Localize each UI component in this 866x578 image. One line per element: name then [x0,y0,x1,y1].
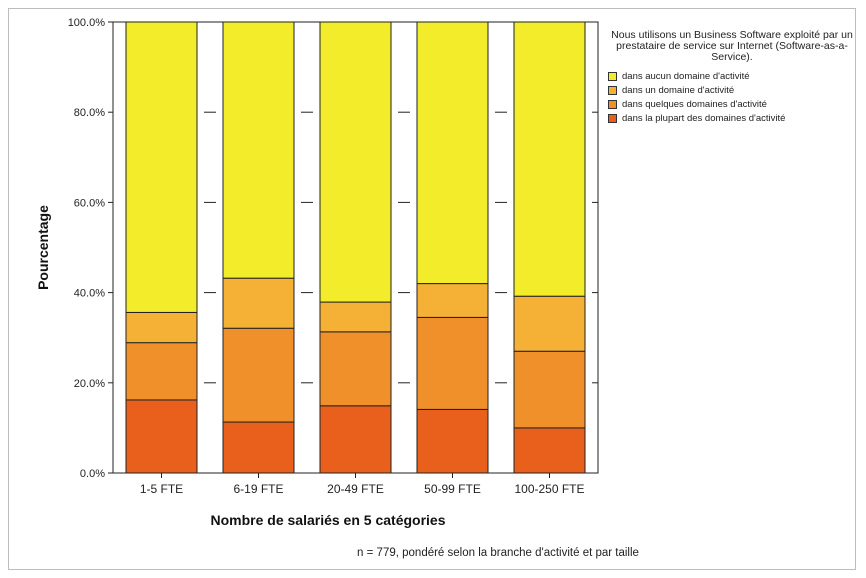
bar-segment [222,327,295,423]
y-tick-label: 80.0% [74,107,105,119]
bar-segment [513,295,586,352]
y-tick-label: 0.0% [80,468,105,480]
legend-label: dans la plupart des domaines d'activité [622,112,786,124]
bar-segment [513,21,586,297]
bar-segment [222,21,295,279]
x-tick-label: 20-49 FTE [327,482,384,496]
y-tick-label: 100.0% [68,17,106,29]
legend-swatch [608,113,617,123]
bar-segment [125,399,198,474]
legend-item: dans aucun domaine d'activité [608,69,856,83]
legend-swatch [608,85,617,95]
x-tick-label: 6-19 FTE [233,482,283,496]
y-axis-title: Pourcentage [35,205,51,290]
bar-segment [416,283,489,318]
bar-segment [222,421,295,474]
y-tick-label: 20.0% [74,378,105,390]
legend-item: dans un domaine d'activité [608,83,856,97]
x-axis-title: Nombre de salariés en 5 catégories [211,512,446,528]
bar-segment [513,350,586,429]
x-tick-label: 100-250 FTE [514,482,584,496]
legend: Nous utilisons un Business Software expl… [608,30,856,125]
footnote: n = 779, pondéré selon la branche d'acti… [357,547,639,559]
bar-segment [319,331,392,407]
legend-items: dans aucun domaine d'activité dans un dom… [608,69,856,125]
x-tick-label: 50-99 FTE [424,482,481,496]
legend-title: Nous utilisons un Business Software expl… [611,29,853,63]
bar-segment [319,301,392,333]
bar-segment [125,342,198,401]
bar-segment [513,427,586,474]
bar-segment [416,408,489,474]
bar-segment [319,405,392,474]
bar-segment [319,21,392,303]
bar-segment [222,277,295,329]
legend-swatch [608,99,617,109]
legend-label: dans aucun domaine d'activité [622,70,750,82]
bar-segment [125,311,198,344]
bar-segment [125,21,198,313]
legend-item: dans la plupart des domaines d'activité [608,111,856,125]
y-tick-label: 40.0% [74,288,105,300]
legend-swatch [608,71,617,81]
bar-segment [416,316,489,410]
legend-item: dans quelques domaines d'activité [608,97,856,111]
bar-segment [416,21,489,285]
legend-label: dans un domaine d'activité [622,84,735,96]
x-tick-label: 1-5 FTE [140,482,183,496]
y-tick-label: 60.0% [74,197,105,209]
legend-label: dans quelques domaines d'activité [622,98,767,110]
